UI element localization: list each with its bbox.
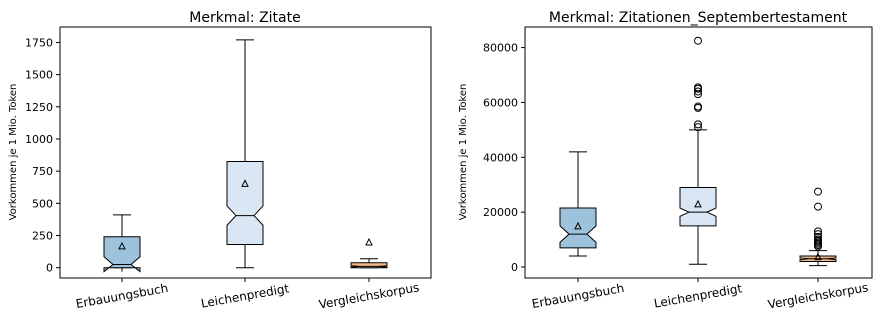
- box-erbauungsbuch: [103, 214, 141, 273]
- y-tick-label: 0: [46, 262, 53, 275]
- y-tick-label: 1000: [25, 133, 53, 146]
- y-tick-label: 60000: [483, 96, 518, 109]
- y-ticks: 0 20000 40000 60000 80000: [483, 42, 525, 274]
- x-tick-label: Erbauungsbuch: [75, 281, 170, 311]
- x-tick-label: Vergleichskorpus: [767, 280, 870, 311]
- chart-title: Merkmal: Zitate: [189, 10, 300, 26]
- box-body: [350, 262, 388, 269]
- boxes: [559, 36, 837, 267]
- y-ticks: 0 250 500 750 1000 1250 1500 1750: [25, 36, 60, 275]
- box-body: [559, 207, 597, 249]
- flier-point: [814, 227, 822, 236]
- y-axis-label: Vorkommen je 1 Mio. Token: [458, 84, 469, 221]
- x-tick-label: Erbauungsbuch: [531, 281, 626, 311]
- flier-point: [814, 235, 822, 244]
- y-tick-label: 750: [32, 165, 53, 178]
- mean-marker: [241, 179, 249, 187]
- x-tick-label: Leichenpredigt: [200, 281, 291, 310]
- x-tick-label: Leichenpredigt: [653, 281, 744, 310]
- flier-point: [694, 120, 702, 129]
- y-tick-label: 1750: [25, 36, 53, 49]
- box-body: [103, 236, 141, 273]
- y-tick-label: 20000: [483, 206, 518, 219]
- chart-zitate: Merkmal: Zitate Vorkommen je 1 Mio. Toke…: [8, 10, 432, 312]
- x-ticks: Erbauungsbuch Leichenpredigt Vergleichskor…: [75, 278, 421, 312]
- x-ticks: Erbauungsbuch Leichenpredigt Vergleichskor…: [531, 278, 870, 312]
- mean-marker: [118, 241, 126, 250]
- mean-marker: [574, 221, 582, 230]
- box-leichenpredigt: [226, 39, 264, 269]
- flier-point: [814, 187, 822, 196]
- mean-marker: [365, 237, 373, 246]
- flier-point: [694, 87, 702, 96]
- flier-point: [814, 202, 822, 211]
- chart-zitationen-septembertestament: Merkmal: Zitationen_Septembertestament V…: [458, 10, 873, 312]
- box-leichenpredigt: [679, 36, 717, 265]
- flier-point: [814, 230, 822, 239]
- x-tick-label: Vergleichskorpus: [318, 280, 421, 311]
- mean-marker: [694, 199, 702, 208]
- y-tick-label: 40000: [483, 151, 518, 164]
- box-vergleichskorpus: [799, 187, 837, 267]
- box-erbauungsbuch: [559, 151, 597, 257]
- chart-title: Merkmal: Zitationen_Septembertestament: [549, 10, 848, 26]
- flier-point: [694, 123, 702, 132]
- y-tick-label: 0: [511, 261, 518, 274]
- y-axis-label: Vorkommen je 1 Mio. Token: [8, 84, 19, 221]
- y-tick-label: 1250: [25, 101, 53, 114]
- flier-point: [694, 36, 702, 45]
- flier-point: [694, 102, 702, 111]
- box-body: [226, 161, 264, 246]
- box-vergleichskorpus: [350, 237, 388, 269]
- y-tick-label: 1500: [25, 69, 53, 82]
- y-tick-label: 500: [32, 197, 53, 210]
- mean-marker: [814, 252, 822, 261]
- y-tick-label: 250: [32, 230, 53, 243]
- boxes: [103, 39, 388, 273]
- flier-point: [694, 83, 702, 92]
- y-tick-label: 80000: [483, 42, 518, 55]
- flier-point: [814, 232, 822, 241]
